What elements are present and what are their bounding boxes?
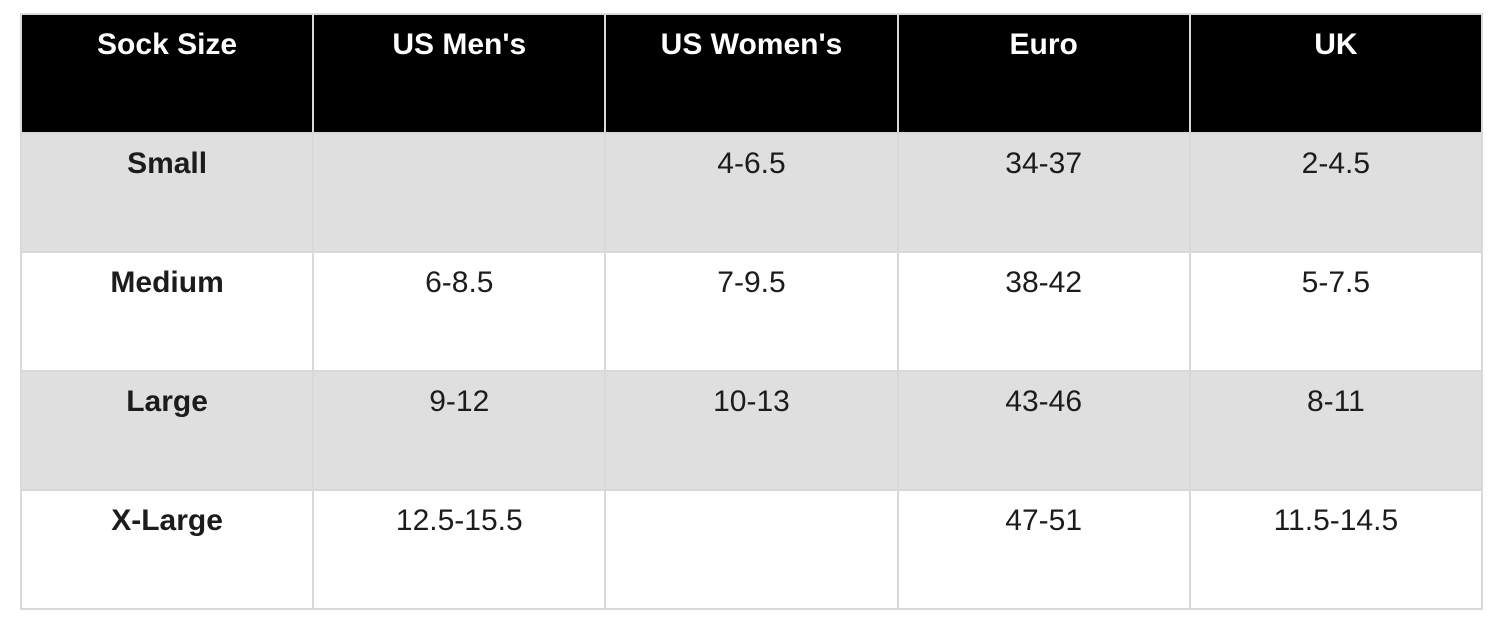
value-cell-uk: 11.5-14.5 [1188, 489, 1484, 610]
table-body: Small 4-6.5 34-37 2-4.5 Medium 6-8.5 7-9… [19, 132, 1484, 610]
value-cell-euro: 47-51 [896, 489, 1191, 610]
value-cell-us-mens: 6-8.5 [312, 251, 607, 372]
sock-size-conversion-table: Sock Size US Men's US Women's Euro UK Sm… [19, 13, 1484, 610]
value-cell-euro: 38-42 [896, 251, 1191, 372]
value-cell-uk: 5-7.5 [1188, 251, 1484, 372]
table-header-row: Sock Size US Men's US Women's Euro UK [19, 13, 1484, 134]
size-label-cell: Medium [19, 251, 315, 372]
header-cell-euro: Euro [896, 13, 1191, 134]
table-row-large: Large 9-12 10-13 43-46 8-11 [19, 370, 1484, 491]
value-cell-uk: 8-11 [1188, 370, 1484, 491]
value-cell-us-mens: 9-12 [312, 370, 607, 491]
table-row-medium: Medium 6-8.5 7-9.5 38-42 5-7.5 [19, 251, 1484, 372]
size-label-cell: X-Large [19, 489, 315, 610]
header-cell-sock-size: Sock Size [19, 13, 315, 134]
table-row-x-large: X-Large 12.5-15.5 47-51 11.5-14.5 [19, 489, 1484, 610]
value-cell-uk: 2-4.5 [1188, 132, 1484, 253]
value-cell-us-mens [312, 132, 607, 253]
table-header: Sock Size US Men's US Women's Euro UK [19, 13, 1484, 134]
header-cell-uk: UK [1188, 13, 1484, 134]
value-cell-us-womens: 10-13 [604, 370, 899, 491]
size-label-cell: Large [19, 370, 315, 491]
header-cell-us-mens: US Men's [312, 13, 607, 134]
size-label-cell: Small [19, 132, 315, 253]
value-cell-us-womens [604, 489, 899, 610]
header-cell-us-womens: US Women's [604, 13, 899, 134]
value-cell-us-mens: 12.5-15.5 [312, 489, 607, 610]
table-row-small: Small 4-6.5 34-37 2-4.5 [19, 132, 1484, 253]
value-cell-euro: 43-46 [896, 370, 1191, 491]
value-cell-us-womens: 7-9.5 [604, 251, 899, 372]
value-cell-us-womens: 4-6.5 [604, 132, 899, 253]
value-cell-euro: 34-37 [896, 132, 1191, 253]
